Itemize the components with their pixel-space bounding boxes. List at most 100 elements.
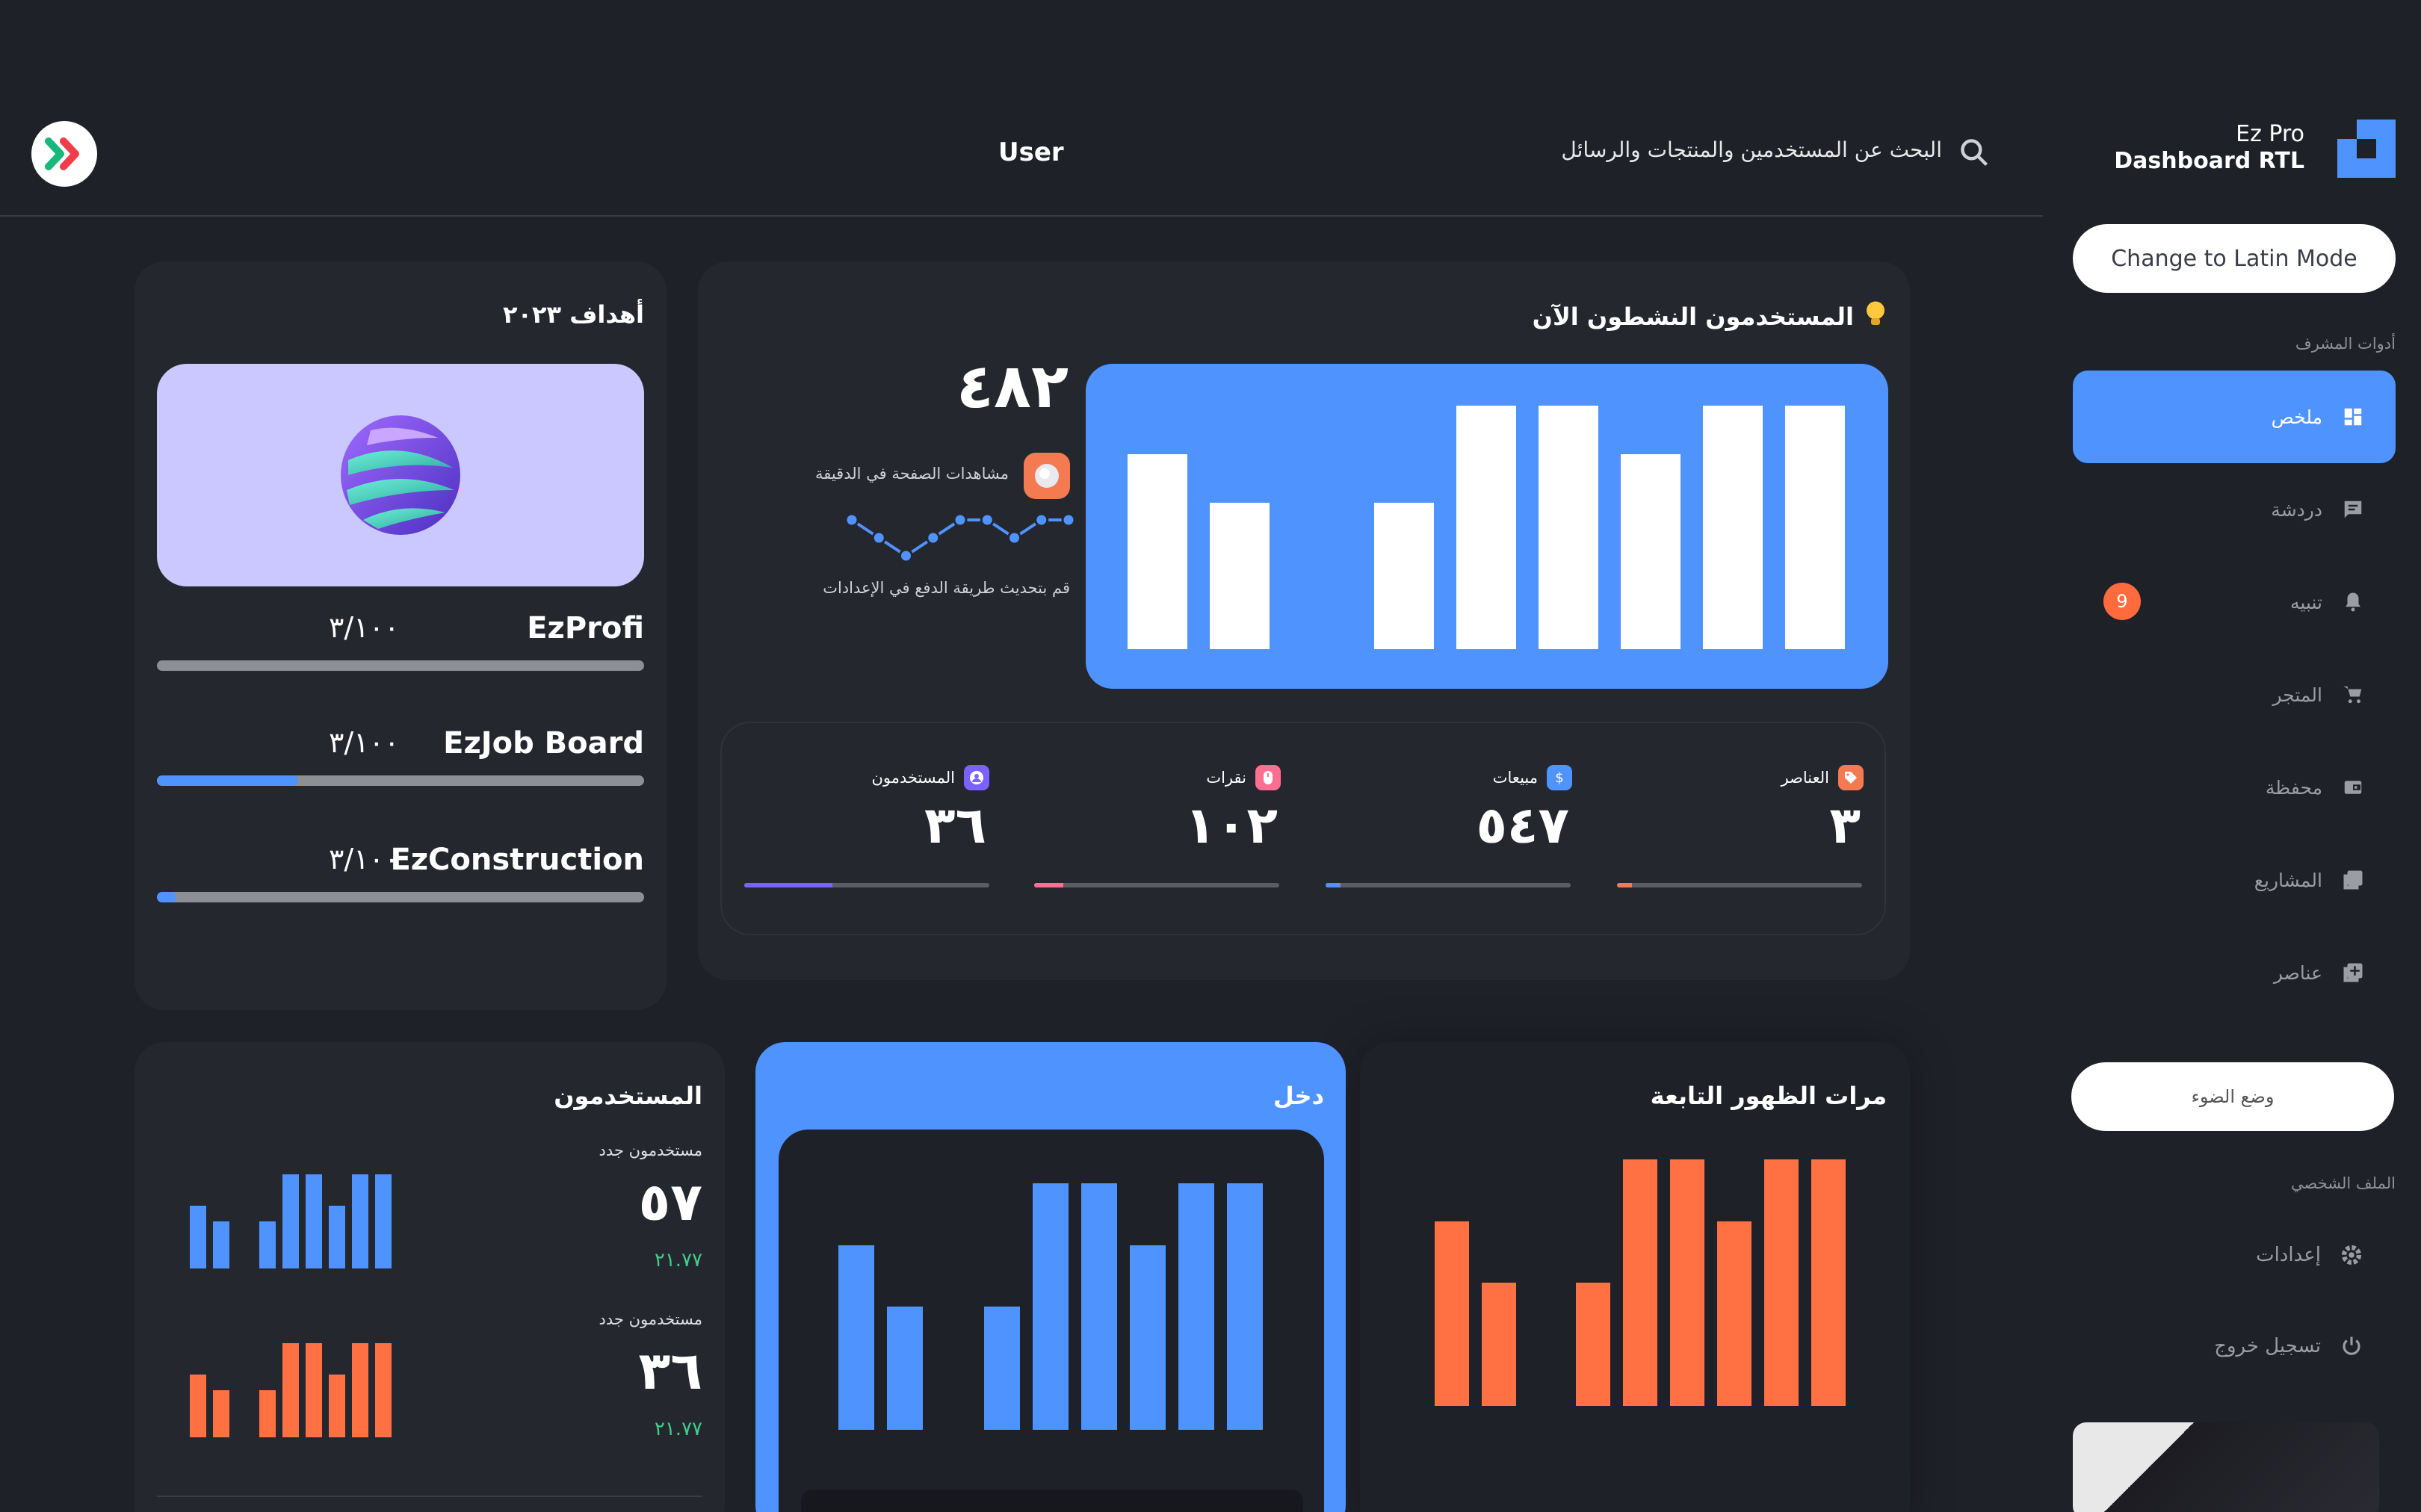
sparkline-point [1034,512,1049,527]
chart-bar [190,1375,206,1437]
sparkline-point [899,548,913,563]
stat-sales: مبيعات $ [1493,765,1572,790]
admin-tools-label: أدوات المشرف [2295,335,2396,353]
chart-bar [1456,406,1516,649]
pageviews-sparkline [844,512,1076,563]
sparkline-point [1061,512,1076,527]
stat-header: المستخدمون [871,765,989,790]
stat-progress-bar [1034,883,1279,887]
users-title: المستخدمون [554,1082,702,1110]
sidebar-item-label: تسجيل خروج [2214,1335,2321,1357]
sparkline-point [953,512,968,527]
sidebar-item-settings[interactable]: إعدادات [2256,1233,2364,1277]
goal-progress-fill [157,775,299,786]
sparkline-point [1007,530,1021,545]
chart-bar [1227,1183,1263,1430]
stat-header: نقرات [1206,765,1281,790]
stat-progress-fill [1034,883,1064,887]
chart-bar [259,1390,276,1437]
stat-progress-bar [744,883,989,887]
chart-bar [306,1343,322,1437]
sidebar-item-store[interactable]: المتجر [2073,648,2396,741]
search-icon[interactable] [1958,136,1991,169]
chart-bar [1703,406,1763,649]
notification-badge: 9 [2103,583,2141,620]
sidebar-item-notifications[interactable]: تنبيه [2073,556,2396,648]
profile-section-label: الملف الشخصي [2291,1174,2396,1192]
sidebar-item-label: محفظة [2265,776,2322,799]
stat-header: العناصر [1781,765,1864,790]
dashboard-icon [2340,404,2366,430]
sidebar-item-elements[interactable]: عناصر [2073,926,2396,1019]
chart-bar [190,1206,206,1268]
search-input[interactable]: البحث عن المستخدمين والمنتجات والرسائل [1561,137,1942,162]
impressions-title: مرات الظهور التابعة [1650,1082,1887,1110]
chart-bar [1717,1221,1751,1406]
sidebar-item-wallet[interactable]: محفظة [2073,741,2396,834]
chart-bar [375,1343,392,1437]
goal-value: ٣/١٠٠ [329,843,400,876]
stat-value: ٣٦ [924,796,986,855]
chart-bar [1435,1221,1469,1406]
chart-bar [1539,406,1598,649]
promo-image[interactable] [2073,1422,2379,1512]
tag-icon [1838,765,1864,790]
goal-name: EzProfi [527,611,644,645]
brand-name: Ez Pro Dashboard RTL [2114,121,2304,175]
header-divider [0,215,2043,217]
chart-bar [1785,406,1845,649]
new-users-value: ٥٧ [638,1171,702,1233]
chart-bar [1081,1183,1117,1430]
new-users-label: مستخدمون جدد [599,1310,702,1328]
stat-progress-bar [1326,883,1571,887]
sidebar-item-projects[interactable]: المشاريع [2073,834,2396,926]
stat-progress-fill [1326,883,1341,887]
brand-line-1: Ez Pro [2236,121,2304,147]
stat-value: ٥٤٧ [1476,796,1569,855]
cart-icon [2340,682,2366,707]
new-users-bar-chart [190,1343,392,1437]
chart-bar [352,1343,368,1437]
chart-bar [1178,1183,1214,1430]
sidebar-item-chat[interactable]: دردشة [2073,463,2396,556]
projects-icon [2340,867,2366,893]
bar-chart-plot [1128,406,1846,649]
sidebar-item-label: ملخص [2271,406,2322,428]
chart-bar [1210,503,1270,649]
stat-label: العناصر [1781,769,1829,787]
goals-title: أهداف ٢٠٢٣ [502,300,644,329]
goal-name: EzConstruction [390,843,644,877]
goal-progress-bar [157,660,644,671]
stats-panel [720,722,1886,935]
sidebar-item-logout[interactable]: تسجيل خروج [2214,1324,2364,1369]
stat-value: ٣ [1829,796,1861,855]
chart-bar [329,1375,345,1437]
latin-mode-button[interactable]: Change to Latin Mode [2073,224,2396,293]
app-logo[interactable] [31,121,97,187]
light-mode-button[interactable]: وضع الضوء [2071,1062,2394,1131]
chart-bar [306,1174,322,1268]
brand-logo[interactable] [2337,120,2396,178]
income-title: دخل [1273,1082,1324,1110]
chart-bar [213,1390,229,1437]
income-bar-chart [838,1183,1266,1430]
new-users-bar-chart [190,1174,392,1268]
chart-bar [1670,1159,1704,1406]
bell-icon [2340,589,2366,615]
chart-bar [984,1307,1020,1430]
mouse-icon [1255,765,1281,790]
user-menu[interactable]: User [998,137,1064,167]
new-users-label: مستخدمون جدد [599,1141,702,1159]
brand-line-2: Dashboard RTL [2114,148,2304,174]
income-chart-panel [779,1130,1324,1512]
stat-progress-fill [1617,883,1632,887]
chart-bar [1033,1183,1069,1430]
chart-bar [887,1307,923,1430]
pageviews-icon [1024,453,1070,499]
stat-items: العناصر [1781,765,1864,790]
sidebar-item-summary[interactable]: ملخص [2073,371,2396,463]
stat-progress-bar [1617,883,1862,887]
gear-icon [2339,1242,2364,1268]
active-users-count: ٤٨٢ [956,351,1069,422]
goal-name: EzJob Board [443,726,644,760]
